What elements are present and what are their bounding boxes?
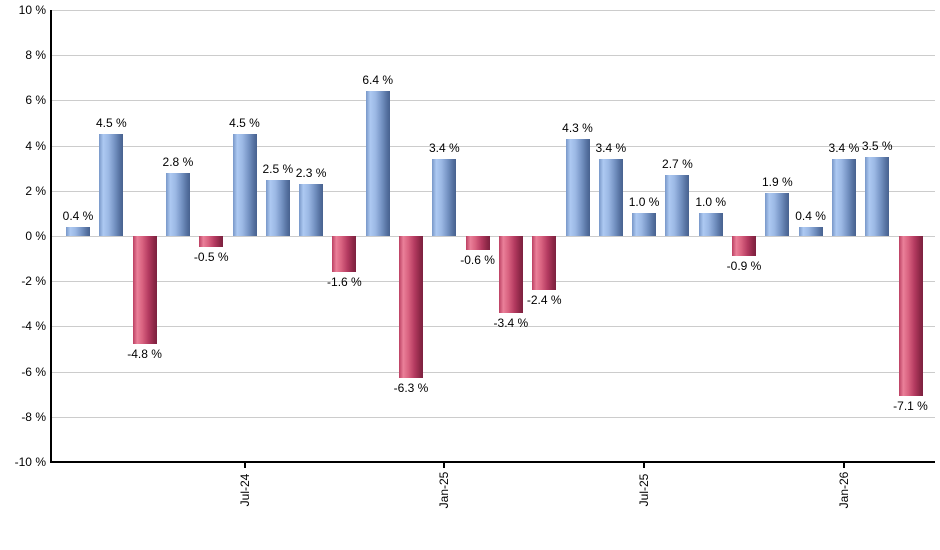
bar-value-label-Nov-25: 1.9 % [761,175,793,190]
bar-Sep-24 [299,184,324,236]
x-axis-tick-Jan-25 [443,463,446,468]
bar-value-label-May-24: 2.8 % [162,154,194,169]
bar-Jan-26 [831,159,856,236]
x-axis-tick-label-Jul-25: Jul-25 [637,473,652,507]
bar-Feb-24 [66,226,90,236]
bar-Jul-24 [232,134,257,236]
bar-Mar-24 [99,134,124,236]
bar-Feb-26 [865,156,890,236]
bar-value-label-Jun-24: -0.5 % [193,250,229,265]
y-axis [50,10,52,463]
gridline--8 [50,416,935,418]
x-axis [50,461,935,463]
x-axis-tick-label-Jan-25: Jan-25 [437,471,452,509]
bar-Oct-24 [332,236,357,273]
gridline-4 [50,145,935,147]
bar-value-label-Jan-25: 3.4 % [428,141,460,156]
bar-value-label-Aug-24: 2.5 % [262,161,294,176]
bar-May-24 [165,172,190,236]
bar-value-label-Dec-25: 0.4 % [795,208,826,223]
bar-value-label-Feb-26: 3.5 % [861,138,893,153]
bar-Jun-24 [199,236,224,248]
bar-value-label-Oct-25: -0.9 % [726,259,762,274]
bar-Dec-25 [798,226,823,236]
bar-Aug-24 [265,179,290,236]
bar-value-label-Mar-26: -7.1 % [893,399,928,414]
y-axis-tick-label: 6 % [25,93,46,108]
y-axis-tick-label: -10 % [14,455,46,469]
bar-value-label-Jul-25: 1.0 % [628,195,660,210]
bar-Jan-25 [432,159,457,236]
bar-Jul-25 [632,213,657,236]
gridline--2 [50,281,935,283]
gridline-8 [50,55,935,57]
bar-value-label-Jan-26: 3.4 % [828,141,860,156]
bar-Nov-25 [765,193,790,236]
gridline-0 [50,236,935,237]
bar-Feb-25 [465,236,490,250]
y-axis-tick-label: -6 % [21,364,46,379]
bar-Dec-24 [399,236,423,379]
bar-May-25 [565,138,590,236]
bar-Apr-25 [532,236,557,291]
x-axis-tick-label-Jan-26: Jan-26 [836,471,851,509]
bar-value-label-Dec-24: -6.3 % [393,381,429,396]
bar-value-label-Feb-25: -0.6 % [460,252,495,267]
bar-value-label-Mar-25: -3.4 % [493,315,529,330]
bar-Jun-25 [598,159,623,236]
bar-value-label-May-25: 4.3 % [562,120,593,135]
x-axis-tick-label-Jul-24: Jul-24 [237,473,252,507]
bar-value-label-Apr-25: -2.4 % [526,293,562,308]
y-axis-tick-label: 0 % [25,229,46,243]
bar-value-label-Nov-24: 6.4 % [362,73,394,88]
bar-value-label-Oct-24: -1.6 % [327,275,362,290]
bar-value-label-Feb-24: 0.4 % [62,208,94,223]
y-axis-tick-label: 2 % [25,183,46,198]
y-axis-tick-label: -4 % [21,319,46,334]
bar-Aug-25 [665,174,690,236]
x-axis-tick-Jan-26 [842,463,845,468]
bar-value-label-Jun-25: 3.4 % [595,141,627,156]
bar-value-label-Jul-24: 4.5 % [229,116,260,131]
bar-value-label-Sep-24: 2.3 % [295,166,327,181]
x-axis-tick-Jul-24 [243,463,246,468]
y-axis-tick-label: 10 % [18,3,46,17]
y-axis-tick-label: -2 % [21,274,46,289]
gridline-6 [50,100,935,102]
y-axis-tick-label: 8 % [25,48,46,63]
gridline--4 [50,326,935,328]
x-axis-tick-Jul-25 [643,463,646,468]
bar-value-label-Sep-25: 1.0 % [695,195,727,210]
gridline-2 [50,190,935,192]
bar-Sep-25 [698,213,723,236]
bar-Nov-24 [365,91,390,236]
y-axis-tick-label: -8 % [21,409,46,424]
bar-Apr-24 [132,236,157,345]
bar-value-label-Apr-24: -4.8 % [127,347,162,362]
y-axis-tick-label: 4 % [25,138,46,153]
bar-Oct-25 [732,236,756,257]
gridline-10 [50,10,935,11]
bar-Mar-25 [498,236,523,313]
bar-value-label-Aug-25: 2.7 % [662,156,693,171]
bar-value-label-Mar-24: 4.5 % [95,116,127,131]
bar-Mar-26 [898,236,923,397]
gridline--6 [50,371,935,373]
